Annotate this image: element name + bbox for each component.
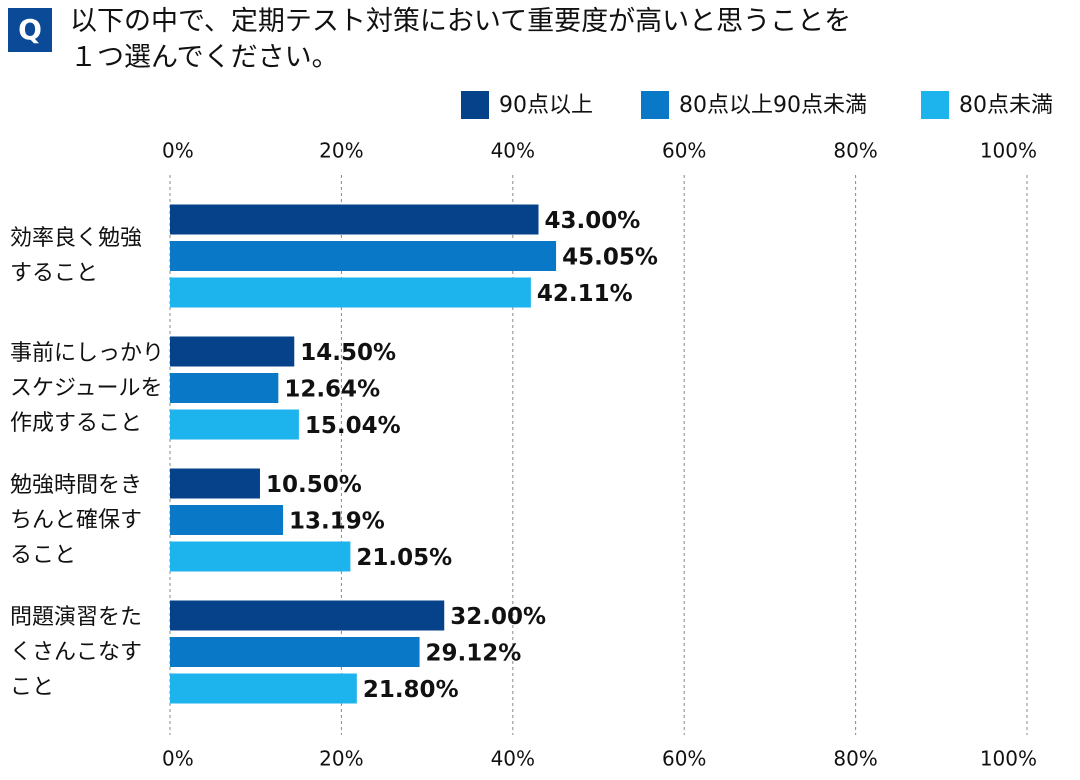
bar — [170, 637, 420, 667]
value-label: 21.80% — [363, 677, 459, 703]
x-tick-label: 60% — [662, 747, 706, 771]
bar — [170, 241, 557, 271]
x-tick-label: 60% — [662, 139, 706, 163]
value-label: 14.50% — [300, 340, 396, 366]
bar — [170, 673, 357, 704]
value-label: 10.50% — [266, 472, 362, 498]
value-label: 12.64% — [284, 377, 380, 403]
x-tick-label: 40% — [491, 747, 535, 771]
x-tick-label: 100% — [980, 747, 1037, 771]
question-mark: Q — [18, 13, 42, 46]
bar — [170, 409, 299, 440]
bar — [170, 277, 531, 308]
question-badge — [8, 8, 52, 52]
value-label: 13.19% — [289, 509, 385, 535]
bar — [170, 204, 539, 235]
bar — [170, 468, 260, 499]
value-label: 45.05% — [562, 245, 658, 271]
legend-swatch — [921, 91, 949, 119]
legend-label: 90点以上 — [499, 93, 593, 118]
value-label: 21.05% — [356, 545, 452, 571]
bar — [170, 373, 279, 403]
legend-label: 80点未満 — [959, 93, 1053, 118]
x-tick-label: 0% — [162, 747, 194, 771]
bar — [170, 600, 445, 631]
y-tick-label: 勉強時間をき ちんと確保す ること — [10, 472, 143, 568]
legend-label: 80点以上90点未満 — [679, 93, 867, 118]
bar — [170, 541, 351, 572]
x-tick-label: 80% — [833, 747, 877, 771]
value-label: 42.11% — [537, 281, 633, 307]
y-tick-label: 問題演習をた くさんこなす こと — [10, 604, 143, 700]
bar — [170, 505, 284, 535]
y-tick-label: 効率良く勉強 すること — [10, 226, 143, 286]
legend-swatch — [641, 91, 669, 119]
x-tick-label: 0% — [162, 139, 194, 163]
chart-title: 以下の中で、定期テスト対策において重要度が高いと思うことを １つ選んでください。 — [70, 6, 852, 73]
bar — [170, 336, 295, 367]
value-label: 43.00% — [545, 208, 641, 234]
x-tick-label: 100% — [980, 139, 1037, 163]
x-tick-label: 80% — [833, 139, 877, 163]
x-tick-label: 40% — [491, 139, 535, 163]
value-label: 32.00% — [450, 604, 546, 630]
legend-swatch — [461, 91, 489, 119]
x-tick-label: 20% — [319, 747, 363, 771]
value-label: 29.12% — [426, 641, 522, 667]
x-tick-label: 20% — [319, 139, 363, 163]
y-tick-label: 事前にしっかり スケジュールを 作成すること — [10, 340, 165, 436]
value-label: 15.04% — [305, 413, 401, 439]
